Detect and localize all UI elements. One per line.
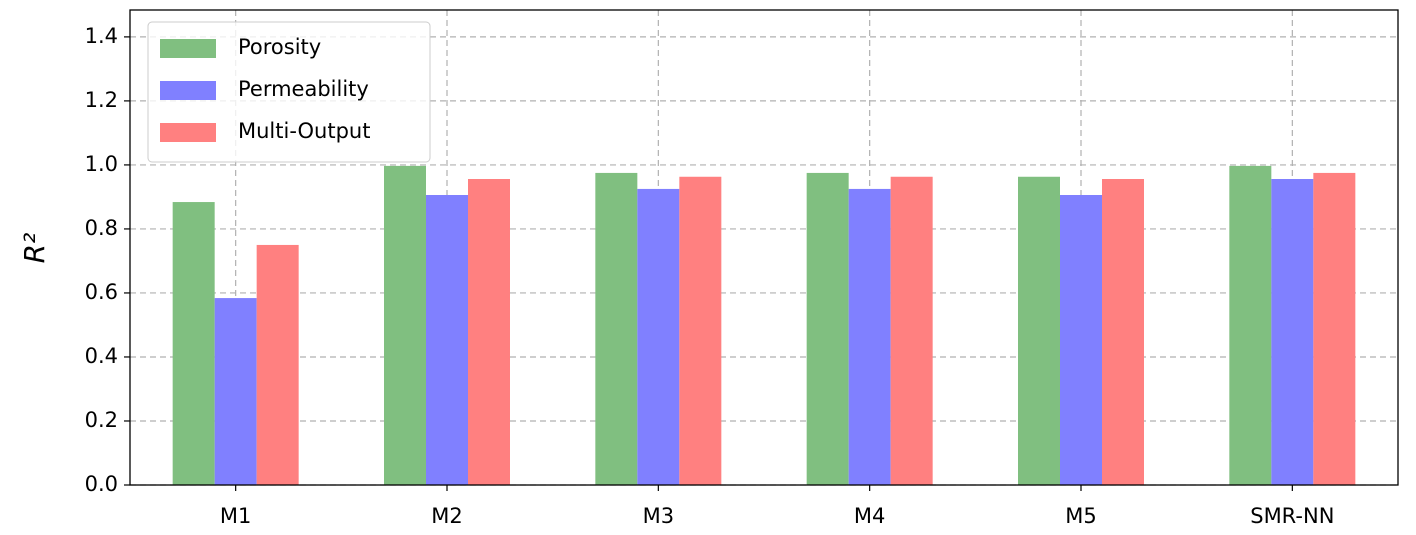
- x-tick-label: M3: [643, 504, 674, 528]
- bar: [214, 298, 257, 485]
- plot-frame: [129, 9, 1399, 486]
- y-tick-label: 1.0: [85, 152, 118, 176]
- bar: [1018, 176, 1060, 485]
- bar: [890, 176, 933, 485]
- bar: [1060, 195, 1102, 485]
- legend-swatch: [160, 123, 216, 142]
- y-tick-label: 0.2: [85, 408, 118, 432]
- y-tick-label: 0.0: [85, 472, 118, 496]
- bar: [384, 165, 426, 485]
- bar: [1313, 172, 1356, 486]
- bar: [679, 176, 722, 485]
- bar: [1229, 165, 1272, 485]
- bar: [806, 172, 849, 486]
- bar: [1102, 179, 1144, 486]
- legend-label: Permeability: [238, 77, 369, 101]
- y-tick-label: 1.2: [85, 88, 118, 112]
- y-tick-label: 1.4: [85, 24, 118, 48]
- legend-swatch: [160, 39, 216, 58]
- x-tick-label: SMR-NN: [1250, 504, 1334, 528]
- bar: [172, 202, 215, 485]
- legend-swatch: [160, 81, 216, 100]
- bar: [468, 179, 510, 486]
- legend-label: Porosity: [238, 35, 321, 59]
- legend-label: Multi-Output: [238, 119, 370, 143]
- x-tick-label: M5: [1065, 504, 1096, 528]
- legend-box: [147, 21, 431, 163]
- y-axis-label: R²: [18, 233, 51, 264]
- bar: [256, 244, 299, 485]
- bar: [595, 172, 638, 486]
- bar: [426, 195, 468, 485]
- x-tick-label: M1: [220, 504, 251, 528]
- bar: [848, 188, 891, 485]
- bar: [1271, 179, 1314, 486]
- y-tick-label: 0.6: [85, 280, 118, 304]
- y-tick-label: 0.4: [85, 344, 118, 368]
- x-tick-label: M4: [854, 504, 885, 528]
- x-tick-label: M2: [431, 504, 462, 528]
- y-tick-label: 0.8: [85, 216, 118, 240]
- bar: [637, 188, 680, 485]
